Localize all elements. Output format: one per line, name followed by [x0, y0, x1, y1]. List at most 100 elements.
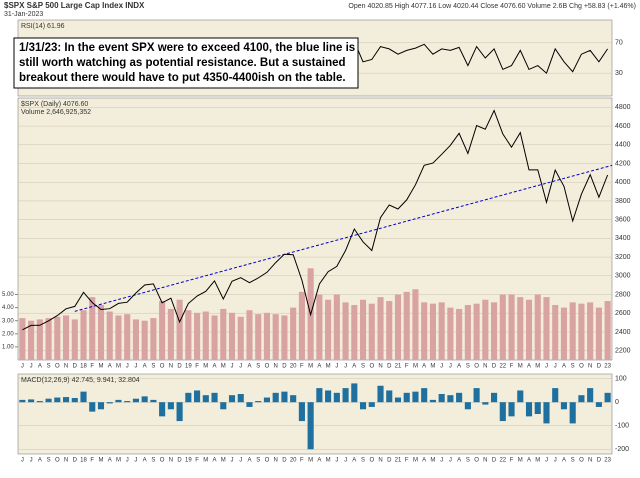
x-tick-label: 23	[604, 458, 611, 464]
volume-bar	[508, 294, 515, 360]
x-tick-label: A	[457, 458, 461, 464]
x-tick-label: A	[38, 364, 42, 370]
x-tick-label: S	[571, 458, 575, 464]
x-tick-label: S	[571, 364, 575, 370]
x-tick-label: S	[151, 364, 155, 370]
volume-bar	[132, 319, 139, 360]
macd-bar	[176, 402, 183, 422]
y-tick-label: 3400	[615, 235, 631, 242]
x-tick-label: M	[326, 364, 331, 370]
x-tick-label: J	[30, 458, 33, 464]
macd-bar	[237, 394, 244, 403]
macd-bar	[298, 402, 305, 422]
y-tick-label: 4200	[615, 160, 631, 167]
macd-bar	[115, 399, 122, 403]
x-tick-label: J	[335, 458, 338, 464]
macd-bar	[45, 398, 52, 403]
x-tick-label: J	[449, 458, 452, 464]
x-tick-label: M	[221, 364, 226, 370]
macd-bar	[482, 402, 489, 405]
volume-bar	[281, 315, 288, 360]
x-tick-label: D	[492, 364, 497, 370]
x-tick-label: A	[38, 458, 42, 464]
volume-bar	[150, 318, 157, 360]
x-tick-label: S	[256, 364, 260, 370]
macd-bar	[525, 402, 533, 417]
volume-bar	[534, 294, 541, 360]
x-tick-label: 18	[80, 364, 87, 370]
panel-label: $SPX (Daily) 4076.60	[21, 101, 88, 108]
volume-bar	[211, 315, 218, 360]
x-tick-label: M	[535, 364, 540, 370]
volume-bar	[412, 289, 419, 360]
y-tick-label: 4000	[615, 179, 631, 186]
y-tick-label: 0	[615, 399, 619, 406]
x-tick-label: A	[108, 364, 112, 370]
x-tick-label: D	[177, 364, 182, 370]
x-tick-label: F	[300, 364, 304, 370]
x-tick-label: J	[440, 364, 443, 370]
x-tick-label: A	[352, 458, 356, 464]
x-tick-label: A	[422, 364, 426, 370]
x-tick-label: A	[247, 364, 251, 370]
x-tick-label: N	[169, 364, 173, 370]
y2-tick-label: 5.00	[2, 292, 14, 298]
macd-bar	[28, 399, 35, 403]
x-tick-label: M	[116, 364, 121, 370]
x-tick-label: F	[90, 364, 94, 370]
x-tick-label: J	[449, 364, 452, 370]
x-tick-label: O	[579, 458, 584, 464]
macd-bar	[552, 388, 559, 403]
macd-bar	[386, 390, 393, 403]
macd-bar	[543, 402, 550, 424]
x-tick-label: M	[413, 458, 418, 464]
x-tick-label: J	[554, 458, 557, 464]
macd-bar	[421, 388, 428, 403]
x-tick-label: M	[413, 364, 418, 370]
x-tick-label: A	[562, 458, 566, 464]
macd-bar	[62, 397, 70, 403]
y-tick-label: 100	[615, 376, 627, 383]
macd-bar	[508, 402, 515, 417]
volume-bar	[115, 315, 122, 360]
x-tick-label: O	[265, 364, 270, 370]
x-tick-label: 22	[499, 364, 506, 370]
macd-bar	[587, 388, 594, 403]
x-tick-label: J	[126, 458, 129, 464]
x-tick-label: O	[474, 364, 479, 370]
x-tick-label: A	[108, 458, 112, 464]
macd-bar	[106, 402, 113, 404]
volume-bar	[45, 318, 52, 360]
volume-bar	[456, 308, 463, 360]
x-tick-label: J	[231, 364, 234, 370]
volume-bar	[106, 311, 113, 360]
macd-bar	[19, 399, 26, 403]
x-tick-label: O	[160, 458, 165, 464]
x-tick-label: N	[483, 458, 487, 464]
x-tick-label: O	[579, 364, 584, 370]
volume-bar	[429, 303, 436, 360]
x-tick-label: N	[274, 458, 278, 464]
x-tick-label: O	[474, 458, 479, 464]
macd-bar	[473, 388, 480, 403]
x-tick-label: A	[352, 364, 356, 370]
macd-bar	[333, 392, 340, 403]
x-tick-label: A	[247, 458, 251, 464]
volume-bar	[595, 307, 602, 360]
x-tick-label: M	[326, 458, 331, 464]
x-tick-label: N	[274, 364, 278, 370]
volume-bar	[552, 304, 559, 360]
x-tick-label: J	[554, 364, 557, 370]
y-tick-label: 2200	[615, 347, 631, 354]
x-tick-label: D	[597, 364, 602, 370]
panel-label: RSI(14) 61.96	[21, 23, 65, 30]
y-tick-label: 70	[615, 40, 623, 47]
macd-bar	[595, 402, 602, 407]
volume-bar	[499, 294, 506, 360]
volume-bar	[290, 307, 297, 360]
x-tick-label: O	[160, 364, 165, 370]
macd-bar	[281, 391, 288, 403]
x-tick-label: 18	[80, 458, 87, 464]
x-tick-label: S	[361, 364, 365, 370]
x-tick-label: J	[126, 364, 129, 370]
